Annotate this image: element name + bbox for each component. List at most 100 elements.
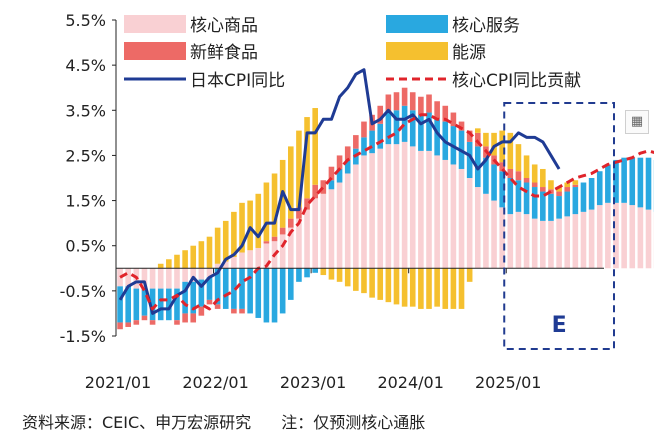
bar-0-8 <box>182 268 188 282</box>
bar-3-30 <box>361 268 367 294</box>
bar-2-19 <box>271 236 278 242</box>
y-tick-label: 1.5% <box>65 192 106 211</box>
bar-2-33 <box>385 94 392 113</box>
bar-1-31 <box>369 130 375 154</box>
bar-2-44 <box>474 132 481 147</box>
bar-2-47 <box>499 162 505 172</box>
bar-1-58 <box>588 178 595 210</box>
bar-1-37 <box>418 114 424 151</box>
bar-2-36 <box>409 92 416 111</box>
bar-3-27 <box>336 268 343 282</box>
bar-0-13 <box>222 261 229 269</box>
series-line-1 <box>119 113 654 311</box>
legend-swatch <box>386 42 448 60</box>
bar-2-30 <box>361 121 367 138</box>
bar-1-33 <box>385 112 392 145</box>
bar-3-53 <box>548 180 554 190</box>
bar-1-19 <box>271 268 278 323</box>
bar-1-24 <box>312 268 318 273</box>
bar-1-46 <box>491 164 497 201</box>
bar-0-18 <box>263 243 270 269</box>
bar-2-20 <box>279 227 286 235</box>
bar-0-50 <box>523 214 530 269</box>
bar-3-39 <box>434 268 440 307</box>
bar-2-10 <box>198 306 205 316</box>
y-tick-label: -1.5% <box>60 327 106 346</box>
bar-0-41 <box>450 164 457 269</box>
bar-0-63 <box>629 205 636 269</box>
bar-1-0 <box>117 286 123 323</box>
bar-3-6 <box>166 259 172 269</box>
bar-3-35 <box>401 268 408 307</box>
bar-3-46 <box>491 132 497 156</box>
footnote-text: 注：仅预测核心通胀 <box>281 413 426 432</box>
bar-0-43 <box>466 178 473 269</box>
bar-0-6 <box>166 268 172 289</box>
bar-2-27 <box>336 155 343 169</box>
y-tick-label: 5.5% <box>65 11 106 30</box>
bar-0-20 <box>279 234 286 269</box>
legend-label: 核心商品 <box>190 16 258 36</box>
bar-2-0 <box>117 322 123 330</box>
bar-0-49 <box>515 211 522 269</box>
bar-1-65 <box>645 157 652 210</box>
bar-3-48 <box>507 132 514 169</box>
bar-0-1 <box>125 268 131 287</box>
bar-0-5 <box>157 268 164 289</box>
bar-3-17 <box>255 193 262 248</box>
bar-0-54 <box>556 218 562 269</box>
line-layer <box>118 68 654 315</box>
bar-3-14 <box>231 211 237 257</box>
bar-3-43 <box>466 268 473 282</box>
bar-2-8 <box>182 313 188 323</box>
bar-0-17 <box>255 247 262 269</box>
bar-3-25 <box>320 268 327 276</box>
bar-0-39 <box>434 155 440 269</box>
bar-1-38 <box>426 112 432 151</box>
bar-2-56 <box>572 184 579 188</box>
bar-1-20 <box>279 268 286 314</box>
bar-3-51 <box>531 164 538 183</box>
bar-1-30 <box>361 137 367 156</box>
bar-1-12 <box>214 268 221 305</box>
bar-0-59 <box>596 205 603 269</box>
bar-3-24 <box>312 108 318 185</box>
bar-0-14 <box>231 257 237 269</box>
bar-2-3 <box>141 315 148 321</box>
bar-3-21 <box>288 146 294 219</box>
bar-2-29 <box>353 135 359 149</box>
chart: -1.5% -0.5% 0.5% 1.5% 2.5% 3.5% 4.5% 5.5% 2021/0… <box>60 11 654 392</box>
bar-2-23 <box>304 198 310 210</box>
legend-label: 能源 <box>452 43 486 63</box>
bar-3-45 <box>483 132 489 147</box>
bar-0-65 <box>645 209 652 269</box>
bar-2-32 <box>377 105 384 124</box>
bar-0-42 <box>458 168 465 269</box>
bar-2-26 <box>328 166 335 181</box>
bar-3-37 <box>418 268 424 309</box>
x-tick-label: 2023/01 <box>280 373 346 392</box>
bar-0-34 <box>393 144 400 269</box>
bar-1-4 <box>149 288 156 321</box>
y-tick-label: -0.5% <box>60 282 106 301</box>
bar-2-12 <box>214 304 221 309</box>
bar-0-64 <box>637 207 644 269</box>
bar-0-48 <box>507 214 514 269</box>
bar-1-48 <box>507 178 514 215</box>
bar-0-22 <box>296 218 302 269</box>
bar-0-29 <box>353 164 359 269</box>
bar-1-16 <box>247 268 253 314</box>
bar-3-12 <box>214 227 221 264</box>
bar-1-57 <box>580 182 587 212</box>
table-icon[interactable]: ▦ <box>625 110 649 134</box>
bar-0-55 <box>564 216 571 269</box>
legend-label: 新鲜食品 <box>190 43 258 63</box>
bar-2-11 <box>206 299 213 305</box>
bar-0-25 <box>320 193 327 269</box>
bar-3-15 <box>239 202 245 253</box>
y-tick-label: 4.5% <box>65 56 106 75</box>
bar-3-50 <box>523 155 530 178</box>
bar-3-13 <box>222 220 229 262</box>
bar-1-54 <box>556 196 562 219</box>
legend-swatch <box>386 15 448 33</box>
